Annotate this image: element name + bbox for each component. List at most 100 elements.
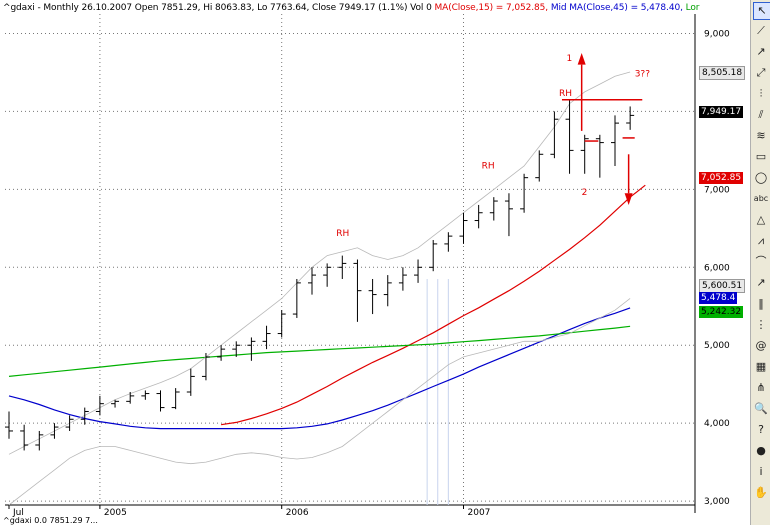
color-icon[interactable]: ● [756, 444, 766, 457]
grid-icon[interactable]: ▦ [755, 360, 767, 373]
wave-2-label: 2 [582, 188, 588, 198]
zigzag-icon[interactable]: ⩘ [757, 234, 765, 247]
lower-band-line [8, 298, 631, 506]
up-arrow-head [577, 52, 586, 65]
ohlc-bar [383, 275, 392, 307]
ohlc-bar [550, 111, 559, 159]
cursor-icon[interactable]: ↖ [753, 2, 770, 20]
ohlc-bar [565, 99, 574, 174]
text-icon[interactable]: abc [753, 194, 769, 203]
upper-band-line [8, 71, 631, 455]
rh-label: RH [482, 161, 495, 171]
ohlc-bar [50, 423, 59, 439]
fan-icon[interactable]: ⋮ [755, 318, 767, 331]
ohlc-bar [201, 353, 210, 381]
rh-label: RH [559, 89, 572, 99]
ohlc-bar [474, 204, 483, 229]
y-tick-label: 5,000 [704, 341, 730, 351]
wave-3-label: 3?? [635, 69, 651, 79]
price-label-ma15: 7,052.85 [699, 172, 744, 184]
rh-label: RH [336, 229, 349, 239]
info-icon[interactable]: i [759, 465, 763, 478]
ohlc-bar [292, 278, 301, 318]
ohlc-bar [5, 411, 13, 439]
ohlc-bar [611, 115, 619, 166]
rectangle-icon[interactable]: ▭ [755, 150, 767, 163]
ohlc-bar [262, 325, 271, 350]
zoom-icon[interactable]: 🔍 [754, 402, 768, 415]
ohlc-bar [414, 259, 423, 283]
bottom-status: ^gdaxi 0.0 7851.29 7... [3, 516, 98, 525]
x-tick-label: 2007 [468, 508, 491, 518]
ohlc-bar [520, 173, 529, 213]
y-tick-label: 7,000 [704, 185, 730, 195]
price-label-lor: 5,242.32 [699, 306, 744, 318]
x-tick-label: 2006 [286, 508, 309, 518]
chart-header: ^gdaxi - Monthly 26.10.2007 Open 7851.29… [3, 3, 699, 13]
ohlc-bar [20, 424, 29, 451]
ohlc-bar [595, 134, 604, 178]
y-tick-label: 4,000 [704, 419, 730, 429]
ohlc-bar [323, 263, 332, 287]
y-tick-label: 6,000 [704, 263, 730, 273]
y-tick-label: 3,000 [704, 497, 730, 507]
price-label-lower-band: 5,600.51 [699, 279, 746, 293]
bars-icon[interactable]: ‖ [758, 297, 764, 310]
ma15-legend: MA(Close,15) = 7,052.85, [434, 3, 549, 13]
y-tick-label: 9,000 [704, 29, 730, 39]
x-tick-label: Jul [12, 508, 24, 518]
ohlc-bar [459, 212, 468, 244]
ohlc-bar [156, 390, 165, 412]
price-label-upper-band: 8,505.18 [699, 66, 746, 80]
price-label-last-close: 7,949.17 [699, 106, 744, 118]
down-arrow-head [624, 193, 633, 205]
ohlc-bar [626, 106, 635, 130]
parallel-icon[interactable]: ⫽ [758, 108, 764, 121]
ray-icon[interactable]: ↗ [756, 45, 766, 58]
symbol-info: ^gdaxi - Monthly 26.10.2007 Open 7851.29… [3, 3, 432, 13]
pitchfork-icon[interactable]: ⋔ [756, 381, 766, 394]
extended-line-icon[interactable]: ⤢ [756, 66, 766, 79]
ohlc-bar [141, 390, 150, 400]
ohlc-bar [65, 415, 74, 431]
spiral-icon[interactable]: @ [755, 339, 767, 352]
ohlc-bar [535, 150, 544, 182]
ohlc-bar [111, 399, 120, 408]
hand-icon[interactable]: ✋ [754, 486, 768, 499]
x-tick-label: 2005 [104, 508, 127, 518]
arc-icon[interactable]: ⌒ [755, 255, 767, 268]
ma45-legend: Mid MA(Close,45) = 5,478.40, [550, 3, 683, 13]
help-icon[interactable]: ? [758, 423, 764, 436]
lor-line [8, 325, 631, 377]
ohlc-bar [489, 197, 498, 221]
ohlc-bar [247, 337, 256, 361]
ohlc-bar [80, 407, 89, 425]
ma15-line [221, 184, 646, 426]
ohlc-bar [398, 267, 407, 291]
vertical-line-icon[interactable]: ⫶ [759, 87, 763, 100]
ohlc-bar [35, 430, 44, 451]
price-label-ma45: 5,478.4 [699, 292, 738, 304]
ohlc-bar [429, 240, 438, 272]
triangle-icon[interactable]: △ [756, 213, 766, 226]
ma45-line [8, 307, 631, 430]
ohlc-bar [504, 193, 513, 237]
ohlc-bar [186, 368, 195, 396]
lor-legend: Lor [685, 3, 700, 13]
wave-1-label: 1 [567, 54, 573, 64]
ohlc-bar [444, 232, 453, 252]
arrow-icon[interactable]: ↗ [756, 276, 766, 289]
ohlc-bar [353, 259, 362, 322]
ohlc-bar [368, 278, 377, 315]
fib-icon[interactable]: ≋ [756, 129, 766, 142]
line-icon[interactable]: ⟋ [757, 24, 765, 37]
drawing-toolbar: ↖ ⟋ ↗ ⤢ ⫶ ⫽ ≋ ▭ ◯ abc △ ⩘ ⌒ ↗ ‖ ⋮ @ ▦ ⋔ 🔍? ● i ✋ [750, 0, 770, 525]
ohlc-bar [277, 310, 286, 338]
ohlc-bar [338, 255, 347, 279]
ellipse-icon[interactable]: ◯ [754, 171, 768, 184]
ohlc-bar [232, 341, 241, 357]
ohlc-bar [171, 388, 180, 410]
ohlc-bar [217, 345, 226, 361]
